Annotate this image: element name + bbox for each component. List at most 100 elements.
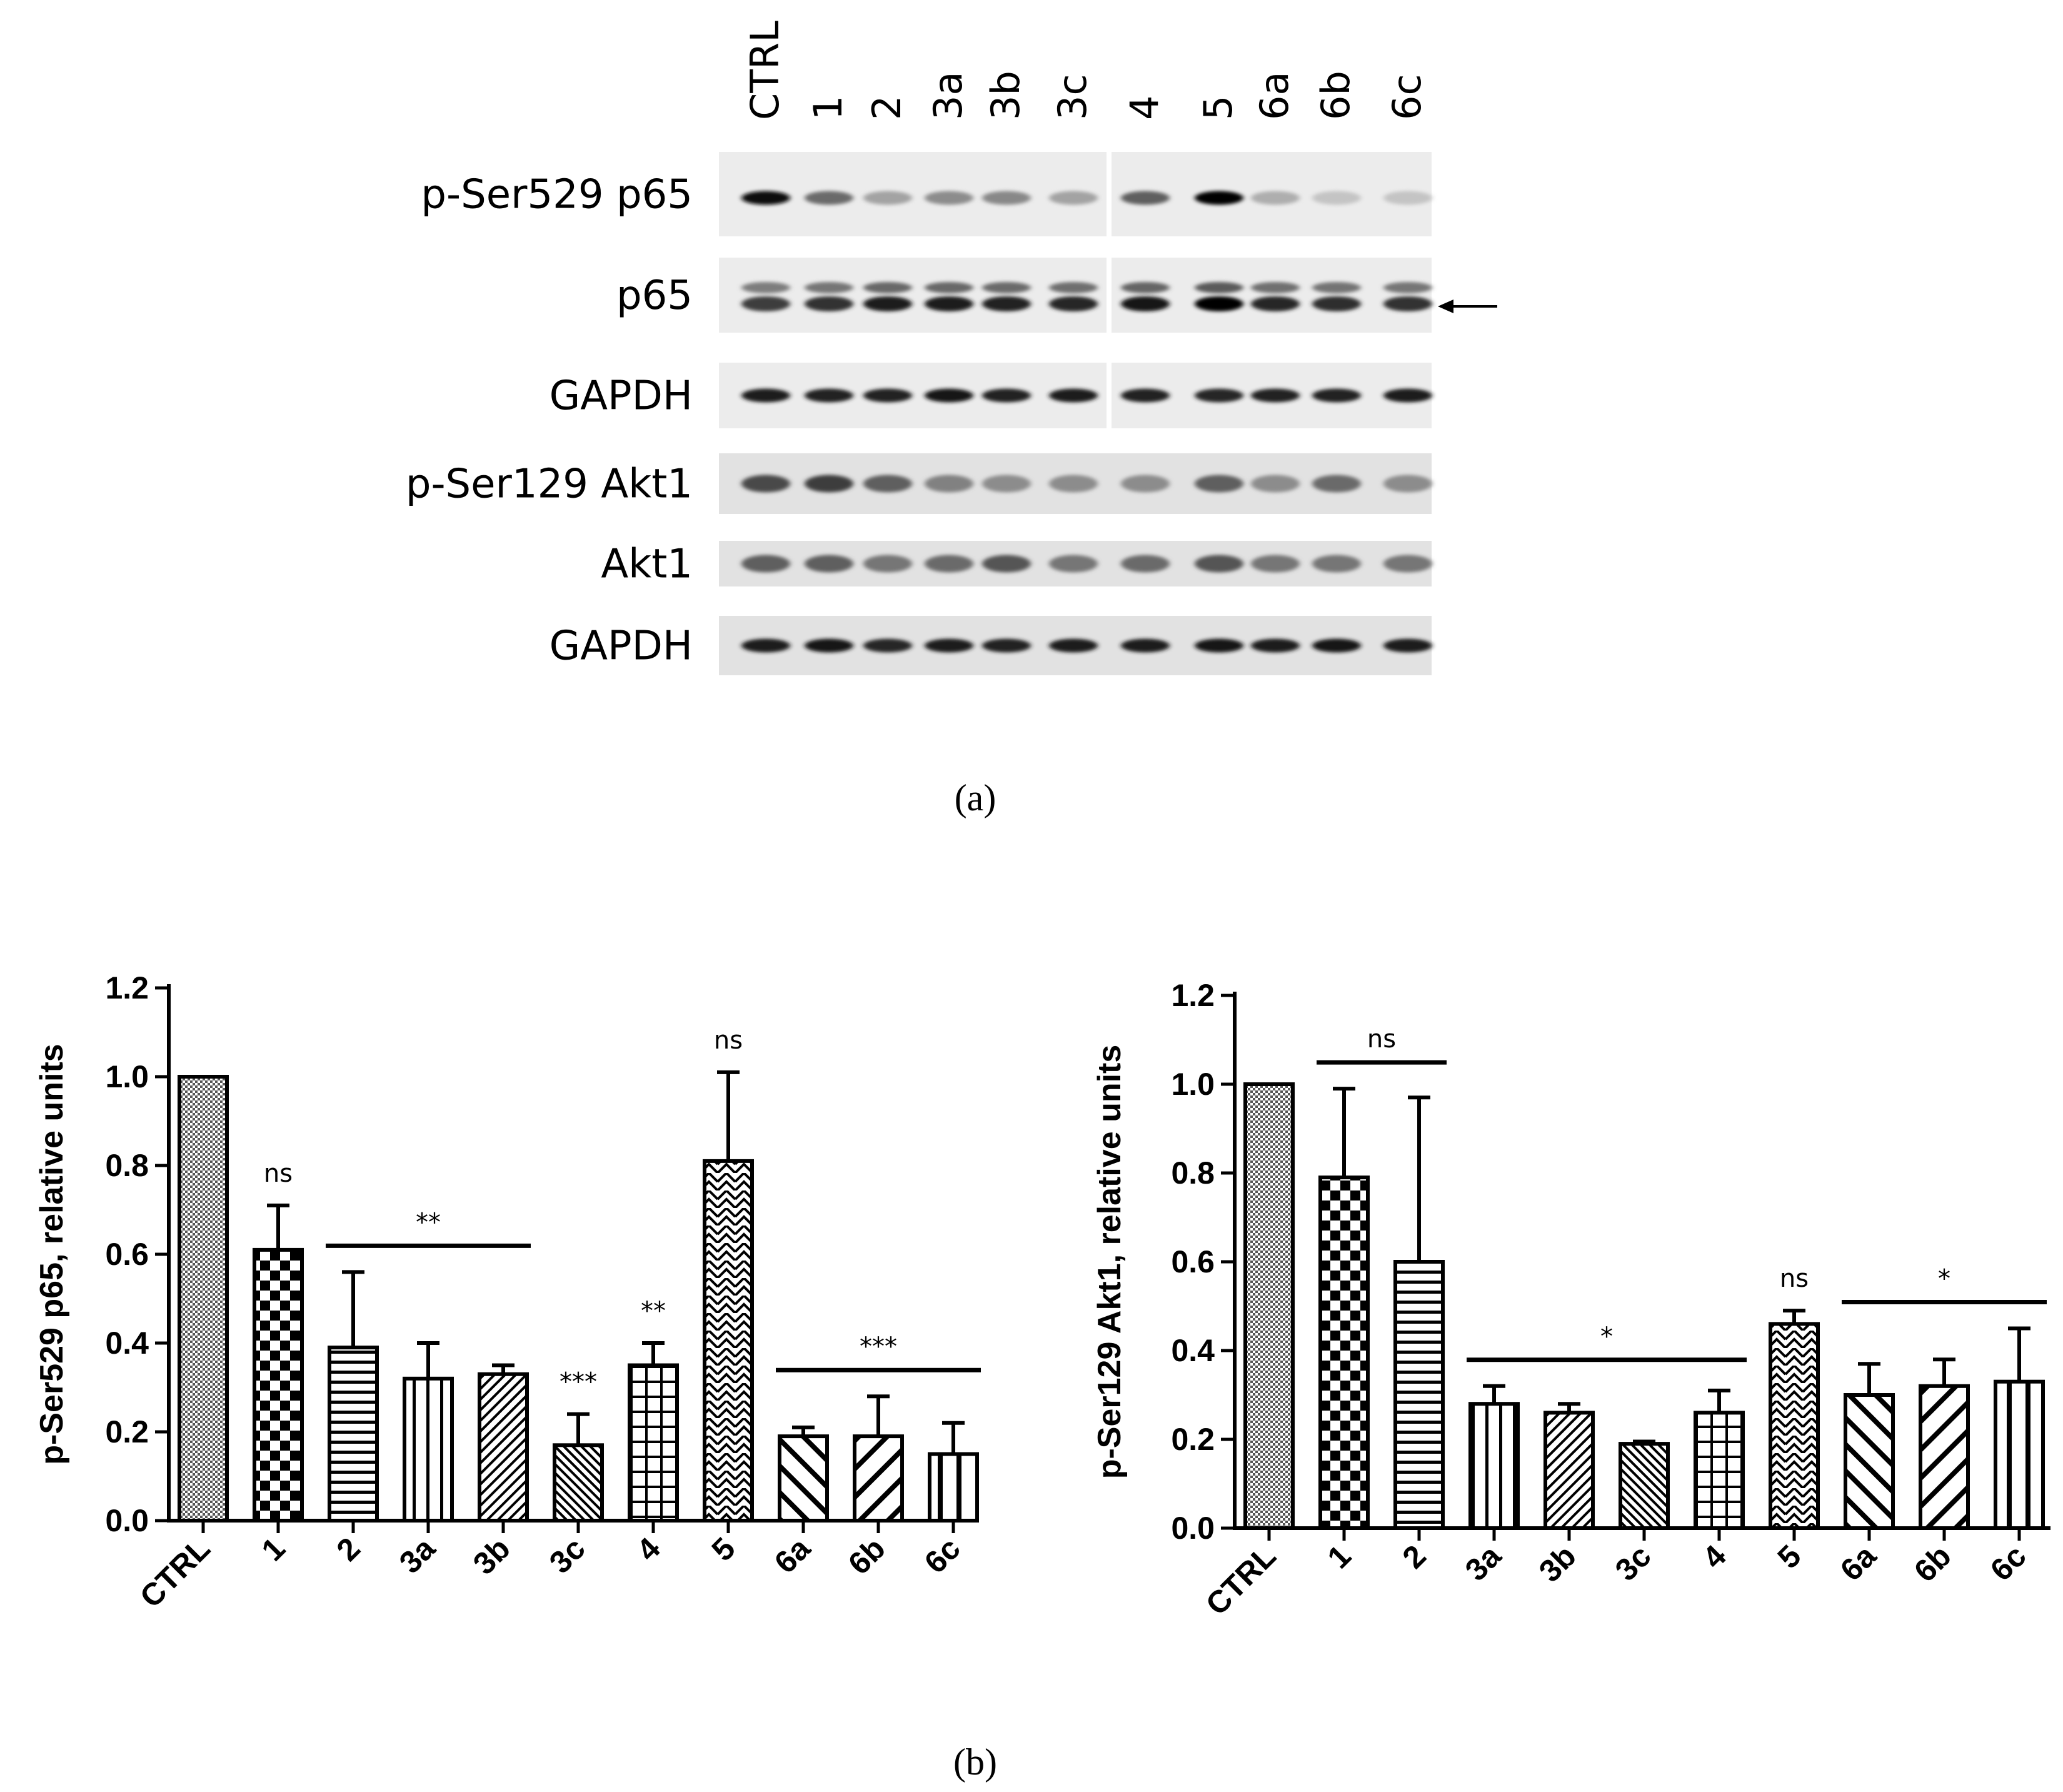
blot-band [1121,191,1170,205]
blot-lane-label: 3b [983,71,1028,120]
blot-lane-label: 4 [1122,96,1167,120]
bar [1619,1442,1670,1531]
blot-band [741,638,790,653]
y-tick-label: 0.4 [105,1326,149,1361]
blot-strip [719,453,1432,514]
panel-b-label: (b) [953,1741,997,1783]
blot-strip [719,258,1432,333]
blot-band [1312,555,1361,573]
blot-strip [719,363,1432,428]
y-tick-label: 0.4 [1171,1333,1215,1368]
blot-band [1049,191,1098,205]
blot-band [982,638,1031,653]
y-tick-label: 1.2 [105,970,149,1005]
blot-row-label: p65 [616,273,693,319]
x-category-label: 1 [1321,1538,1358,1575]
blot-band [1383,638,1432,653]
western-blot-panel: CTRL 1 2 3a 3b 3c 4 5 6a 6b 6c p-Ser529 p65 p65 GAPDH… [406,21,1497,675]
blot-lane-label: 5 [1195,96,1241,120]
y-axis-title: p-Ser129 Akt1, relative units [1092,1045,1128,1479]
bar [1994,1379,2045,1530]
x-category-label: 3c [543,1531,592,1580]
blot-band [1195,475,1243,493]
blot-band [741,388,790,403]
blot-band [805,555,853,573]
blot-band [1312,296,1361,311]
blot-band [805,191,853,205]
x-category-label: 3a [393,1530,443,1580]
panel-a-label: (a) [955,777,996,818]
bar [853,1434,904,1523]
significance-label: ns [1367,1025,1396,1054]
blot-strip [719,616,1432,675]
x-category-label: 3b [466,1531,517,1581]
blot-band [982,191,1031,205]
blot-row-label: p-Ser529 p65 [421,172,693,218]
blot-band [863,638,912,653]
blot-band [1195,555,1243,573]
blot-row-label: GAPDH [550,373,693,420]
x-category-label: 5 [1771,1538,1808,1575]
blot-band [1121,296,1170,311]
significance-label: *** [560,1368,597,1397]
x-category-label: 2 [330,1531,367,1568]
blot-band [982,282,1031,293]
blot-band [1383,388,1432,403]
blot-band [1251,296,1300,311]
blot-band [925,475,973,493]
significance-label: ns [1780,1264,1809,1293]
blot-lane-label: 2 [864,96,910,120]
blot-band [982,388,1031,403]
blot-band [863,282,912,293]
blot-band [1121,555,1170,573]
x-category-label: 6a [1834,1538,1884,1588]
blot-band [982,475,1031,493]
blot-band [1251,555,1300,573]
blot-lane-label: 6a [1252,72,1297,120]
blot-band [1121,388,1170,403]
blot-band [863,388,912,403]
bar [328,1346,379,1523]
y-axis-title: p-Ser529 p65, relative units [34,1044,70,1464]
blot-lane-label: 3a [925,72,971,120]
blot-band [863,475,912,493]
membrane-bg [719,258,1107,333]
x-category-label: 6b [1907,1538,1958,1589]
y-tick-label: 1.0 [1171,1067,1215,1102]
blot-band [1383,191,1432,205]
y-tick-label: 0.2 [1171,1422,1215,1457]
blot-lane-label: CTRL [742,21,788,120]
blot-band [1251,638,1300,653]
blot-lane-label: 6c [1384,74,1430,120]
blot-band [1383,296,1432,311]
blot-band [1251,475,1300,493]
bar [1393,1260,1445,1530]
blot-band [805,388,853,403]
blot-band [1121,282,1170,293]
blot-band [863,191,912,205]
blot-band [1312,388,1361,403]
x-category-label: 2 [1396,1538,1433,1575]
significance-label: ns [264,1159,293,1188]
blot-band [1049,296,1098,311]
blot-band [805,475,853,493]
bar [403,1376,454,1523]
blot-band [925,388,973,403]
y-tick-label: 0.6 [105,1237,149,1272]
blot-band [925,282,973,293]
blot-row-label: Akt1 [601,541,693,588]
blot-band [741,296,790,311]
blot-band [982,296,1031,311]
blot-strip [719,541,1432,586]
blot-band [805,282,853,293]
y-tick-label: 0.2 [105,1414,149,1449]
y-tick-label: 1.2 [1171,978,1215,1013]
significance-label: ** [416,1208,441,1237]
blot-band [1049,555,1098,573]
bar [1694,1411,1745,1530]
blot-band [1049,638,1098,653]
blot-band [1049,282,1098,293]
bar [178,1075,229,1523]
bar [1318,1175,1370,1530]
y-tick-label: 1.0 [105,1059,149,1094]
